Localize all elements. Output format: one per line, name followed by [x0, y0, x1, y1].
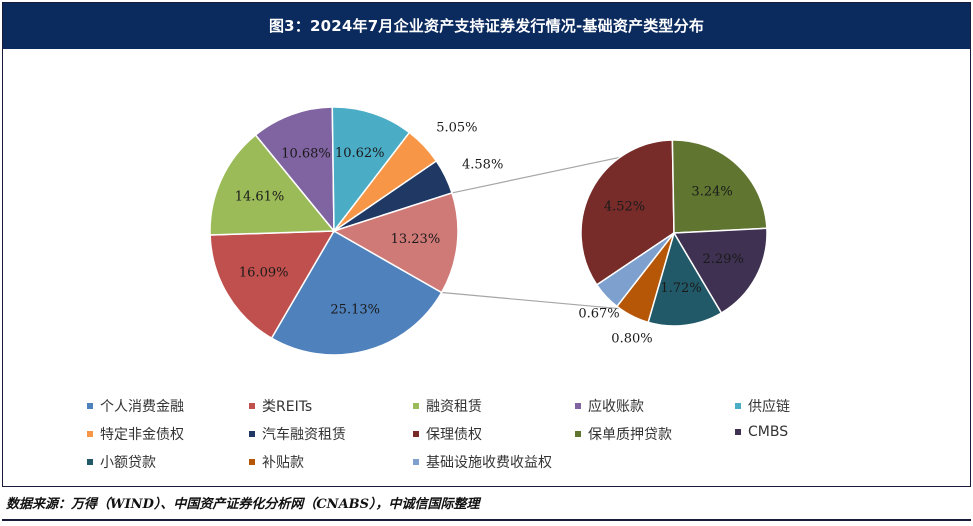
legend-label: 特定非金债权 [100, 427, 184, 443]
legend-label: 补贴款 [262, 455, 304, 471]
chart-frame: 图3：2024年7月企业资产支持证券发行情况-基础资产类型分布 25.13% 16… [2, 2, 971, 487]
data-label-类REITs: 16.09% [239, 265, 289, 280]
legend-label: 基础设施收费收益权 [426, 455, 552, 471]
slice-CMBS [672, 227, 768, 315]
data-label-CMBS: 2.29% [703, 252, 744, 267]
legend-swatch [87, 459, 93, 465]
main-pie [209, 106, 459, 356]
legend-label: 融资租赁 [426, 399, 482, 415]
legend-label: 个人消费金融 [100, 399, 184, 415]
legend-label: 汽车融资租赁 [262, 427, 346, 443]
legend-swatch [87, 403, 93, 409]
data-label-供应链: 10.62% [335, 146, 385, 161]
source-note: 数据来源：万得（WIND）、中国资产证券化分析网（CNABS），中诚信国际整理 [6, 497, 480, 512]
legend-swatch [249, 459, 255, 465]
legend-label: 供应链 [748, 399, 790, 415]
slice-类REITs [209, 230, 336, 340]
legend-item-补贴款: 补贴款 [249, 452, 304, 472]
legend-swatch [735, 403, 741, 409]
legend-item-供应链: 供应链 [735, 396, 790, 416]
data-label-汽车融资租赁: 4.58% [462, 157, 503, 172]
legend-label: CMBS [748, 424, 789, 440]
legend-item-基础设施收费收益权: 基础设施收费收益权 [413, 452, 552, 472]
bottom-rule [2, 519, 971, 521]
slice-个人消费金融 [270, 229, 443, 356]
legend-item-保理债权: 保理债权 [413, 424, 482, 444]
legend-item-CMBS: CMBS [735, 424, 788, 440]
legend-swatch [249, 431, 255, 437]
legend-label: 小额贷款 [100, 455, 156, 471]
connector-line-bottom [441, 291, 621, 310]
data-label-保理债权: 4.52% [604, 200, 645, 215]
data-label-保单质押贷款: 3.24% [691, 185, 732, 200]
secondary-pie [580, 139, 768, 327]
data-label-个人消费金融: 25.13% [330, 303, 380, 318]
slice-保理债权 [580, 139, 675, 286]
legend-label: 保单质押贷款 [588, 427, 672, 443]
legend-item-融资租赁: 融资租赁 [413, 396, 482, 416]
legend-label: 类REITs [262, 399, 313, 415]
data-label-其他: 13.23% [391, 232, 441, 247]
legend-item-应收账款: 应收账款 [575, 396, 644, 416]
data-label-补贴款: 0.80% [611, 332, 652, 347]
data-label-基础设施收费收益权: 0.67% [578, 307, 619, 322]
legend-label: 应收账款 [588, 399, 644, 415]
slice-小额贷款 [647, 231, 723, 327]
legend-item-保单质押贷款: 保单质押贷款 [575, 424, 672, 444]
data-label-小额贷款: 1.72% [660, 281, 701, 296]
title-bar: 图3：2024年7月企业资产支持证券发行情况-基础资产类型分布 [3, 3, 970, 49]
legend-item-类REITs: 类REITs [249, 396, 312, 416]
data-label-特定非金债权: 5.05% [436, 120, 477, 135]
legend-swatch [87, 431, 93, 437]
connector-lines [441, 156, 621, 310]
pie-of-pie-chart: 25.13% 16.09% 14.61% 10.68% 10.62% 5.05% 4.58%… [209, 106, 768, 356]
legend-swatch [735, 429, 741, 435]
legend-item-个人消费金融: 个人消费金融 [87, 396, 184, 416]
chart-title: 图3：2024年7月企业资产支持证券发行情况-基础资产类型分布 [268, 17, 705, 35]
legend-swatch [413, 431, 419, 437]
slice-融资租赁 [209, 133, 336, 236]
legend-item-小额贷款: 小额贷款 [87, 452, 156, 472]
legend-item-特定非金债权: 特定非金债权 [87, 424, 184, 444]
legend-swatch [249, 403, 255, 409]
data-label-融资租赁: 14.61% [235, 190, 285, 205]
legend-item-汽车融资租赁: 汽车融资租赁 [249, 424, 346, 444]
legend-swatch [575, 431, 581, 437]
legend-swatch [575, 403, 581, 409]
data-label-应收账款: 10.68% [281, 147, 331, 162]
slice-供应链 [331, 106, 411, 234]
legend-swatch [413, 403, 419, 409]
connector-line-top [451, 156, 621, 194]
slice-其他 [332, 191, 459, 294]
data-labels: 25.13% 16.09% 14.61% 10.68% 10.62% 5.05% 4.58%… [235, 120, 744, 346]
legend-swatch [413, 459, 419, 465]
legend-label: 保理债权 [426, 427, 482, 443]
slice-应收账款 [254, 106, 335, 234]
slice-保单质押贷款 [671, 139, 768, 234]
slice-基础设施收费收益权 [595, 232, 675, 308]
